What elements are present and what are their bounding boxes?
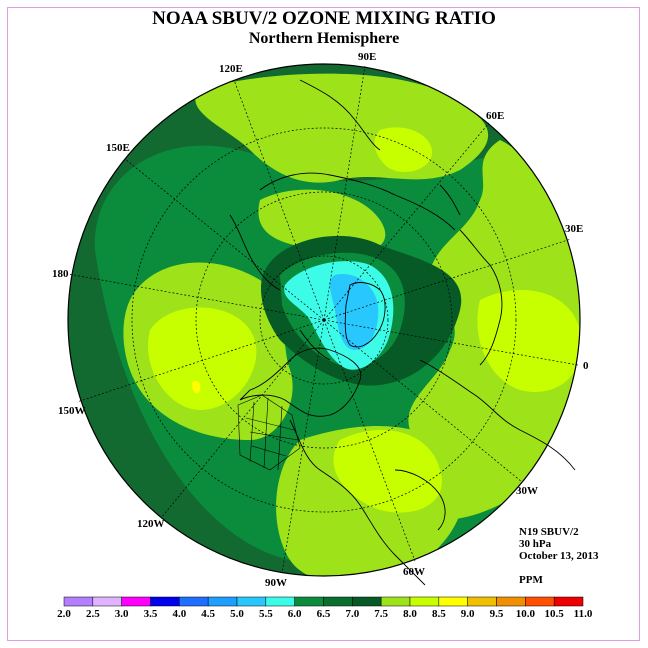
- colorbar-tick-label: 5.0: [230, 608, 244, 620]
- colorbar-tick-label: 9.0: [460, 608, 475, 620]
- field-yellow-spot: [192, 380, 201, 394]
- date-label: October 13, 2013: [519, 550, 599, 562]
- colorbar-tick-label: 6.0: [287, 608, 302, 620]
- lon-label-90w: 90W: [265, 577, 287, 589]
- region-grid: [237, 394, 301, 471]
- colorbar-tick-label: 6.5: [316, 608, 331, 620]
- figure-frame: [7, 7, 640, 641]
- field-ozone-core-blue: [329, 274, 379, 350]
- colorbar-tick-label: 3.0: [114, 608, 129, 620]
- colorbar-tick-label: 10.5: [544, 608, 564, 620]
- colorbar-tick-label: 8.0: [403, 608, 417, 620]
- colorbar-tick-label: 3.5: [143, 608, 158, 620]
- lon-label-180: 180: [52, 268, 69, 280]
- graticule: [67, 65, 579, 574]
- lon-label-90e: 90E: [358, 51, 377, 63]
- colorbar-tick-label: 2.0: [57, 608, 71, 620]
- colorbar-tick-label: 8.5: [431, 608, 446, 620]
- units-label: PPM: [519, 574, 543, 586]
- colorbar-tick-label: 10.0: [515, 608, 535, 620]
- colorbar-tick-label: 4.0: [172, 608, 187, 620]
- colorbar-tick-label: 2.5: [85, 608, 100, 620]
- colorbar-tick-label: 4.5: [201, 608, 216, 620]
- lon-label-120e: 120E: [219, 63, 243, 75]
- colorbar-tick-label: 7.5: [374, 608, 389, 620]
- colorbar-tick-label: 5.5: [258, 608, 273, 620]
- coastlines: [229, 79, 576, 586]
- field-yellow-green-east: [477, 290, 580, 392]
- colorbar-tick-label: 11.0: [573, 608, 593, 620]
- colorbar-tick-label: 7.0: [345, 608, 360, 620]
- field-yellow-green-west: [148, 307, 257, 410]
- instrument-label: N19 SBUV/2: [519, 526, 579, 538]
- lon-label-150w: 150W: [58, 405, 86, 417]
- lon-label-60w: 60W: [403, 566, 425, 578]
- map-title: NOAA SBUV/2 OZONE MIXING RATIO: [152, 8, 496, 29]
- map-subtitle: Northern Hemisphere: [248, 30, 400, 47]
- pressure-level-label: 30 hPa: [519, 538, 552, 550]
- lon-label-60e: 60E: [486, 110, 505, 122]
- lon-label-30e: 30E: [565, 223, 584, 235]
- map-boundary: [67, 63, 581, 577]
- lon-label-30w: 30W: [516, 485, 538, 497]
- lon-label-120w: 120W: [137, 518, 165, 530]
- field-yellow-green-south: [333, 430, 442, 513]
- colorbar-tick-label: 9.5: [489, 608, 504, 620]
- lon-label-0: 0: [583, 360, 589, 372]
- field-yellow-green-north: [374, 127, 432, 172]
- lon-label-150e: 150E: [106, 142, 130, 154]
